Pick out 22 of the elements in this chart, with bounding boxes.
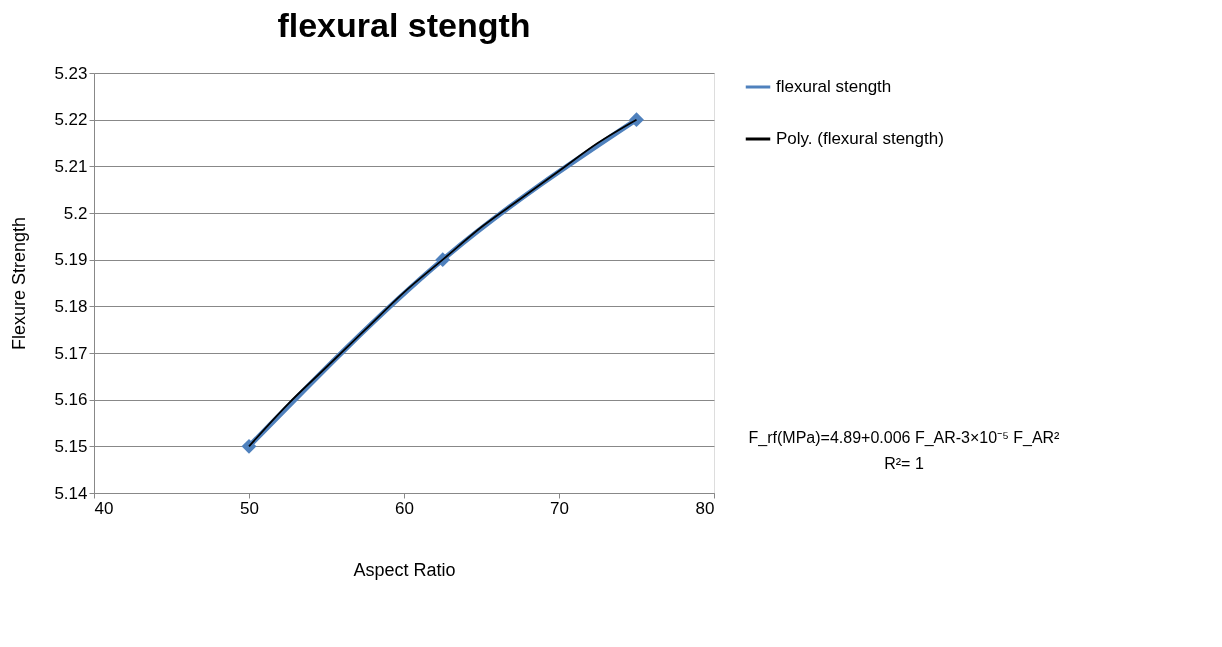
- x-tick-label: 40: [94, 498, 114, 518]
- y-tick-label: 5.22: [54, 110, 88, 130]
- y-tick-label: 5.19: [54, 250, 88, 270]
- y-tick-label: 5.21: [54, 156, 88, 176]
- y-tick-label: 5.16: [54, 390, 88, 410]
- y-tick-label: 5.23: [54, 63, 88, 83]
- x-axis-title: Aspect Ratio: [353, 559, 456, 580]
- x-tick-label: 80: [695, 498, 715, 518]
- y-tick-label: 5.15: [54, 436, 88, 456]
- y-axis-title: Flexure Strength: [9, 216, 30, 351]
- x-tick-label: 50: [240, 498, 259, 518]
- y-tick-label: 5.2: [63, 203, 88, 223]
- legend-label: flexural stength: [776, 77, 892, 96]
- y-tick-label: 5.17: [54, 343, 88, 363]
- y-tick-label: 5.18: [54, 296, 88, 316]
- x-tick-label: 60: [395, 498, 414, 518]
- text: R²= 1: [884, 455, 924, 473]
- x-tick-label: 70: [550, 498, 569, 518]
- y-tick-label: 5.14: [54, 483, 88, 503]
- legend-label: Poly. (flexural stength): [776, 129, 944, 148]
- chart-title: flexural stength: [277, 6, 531, 44]
- text: F_rf(MPa)=4.89+0.006 F_AR-3×10⁻⁵ F_AR²: [748, 429, 1061, 448]
